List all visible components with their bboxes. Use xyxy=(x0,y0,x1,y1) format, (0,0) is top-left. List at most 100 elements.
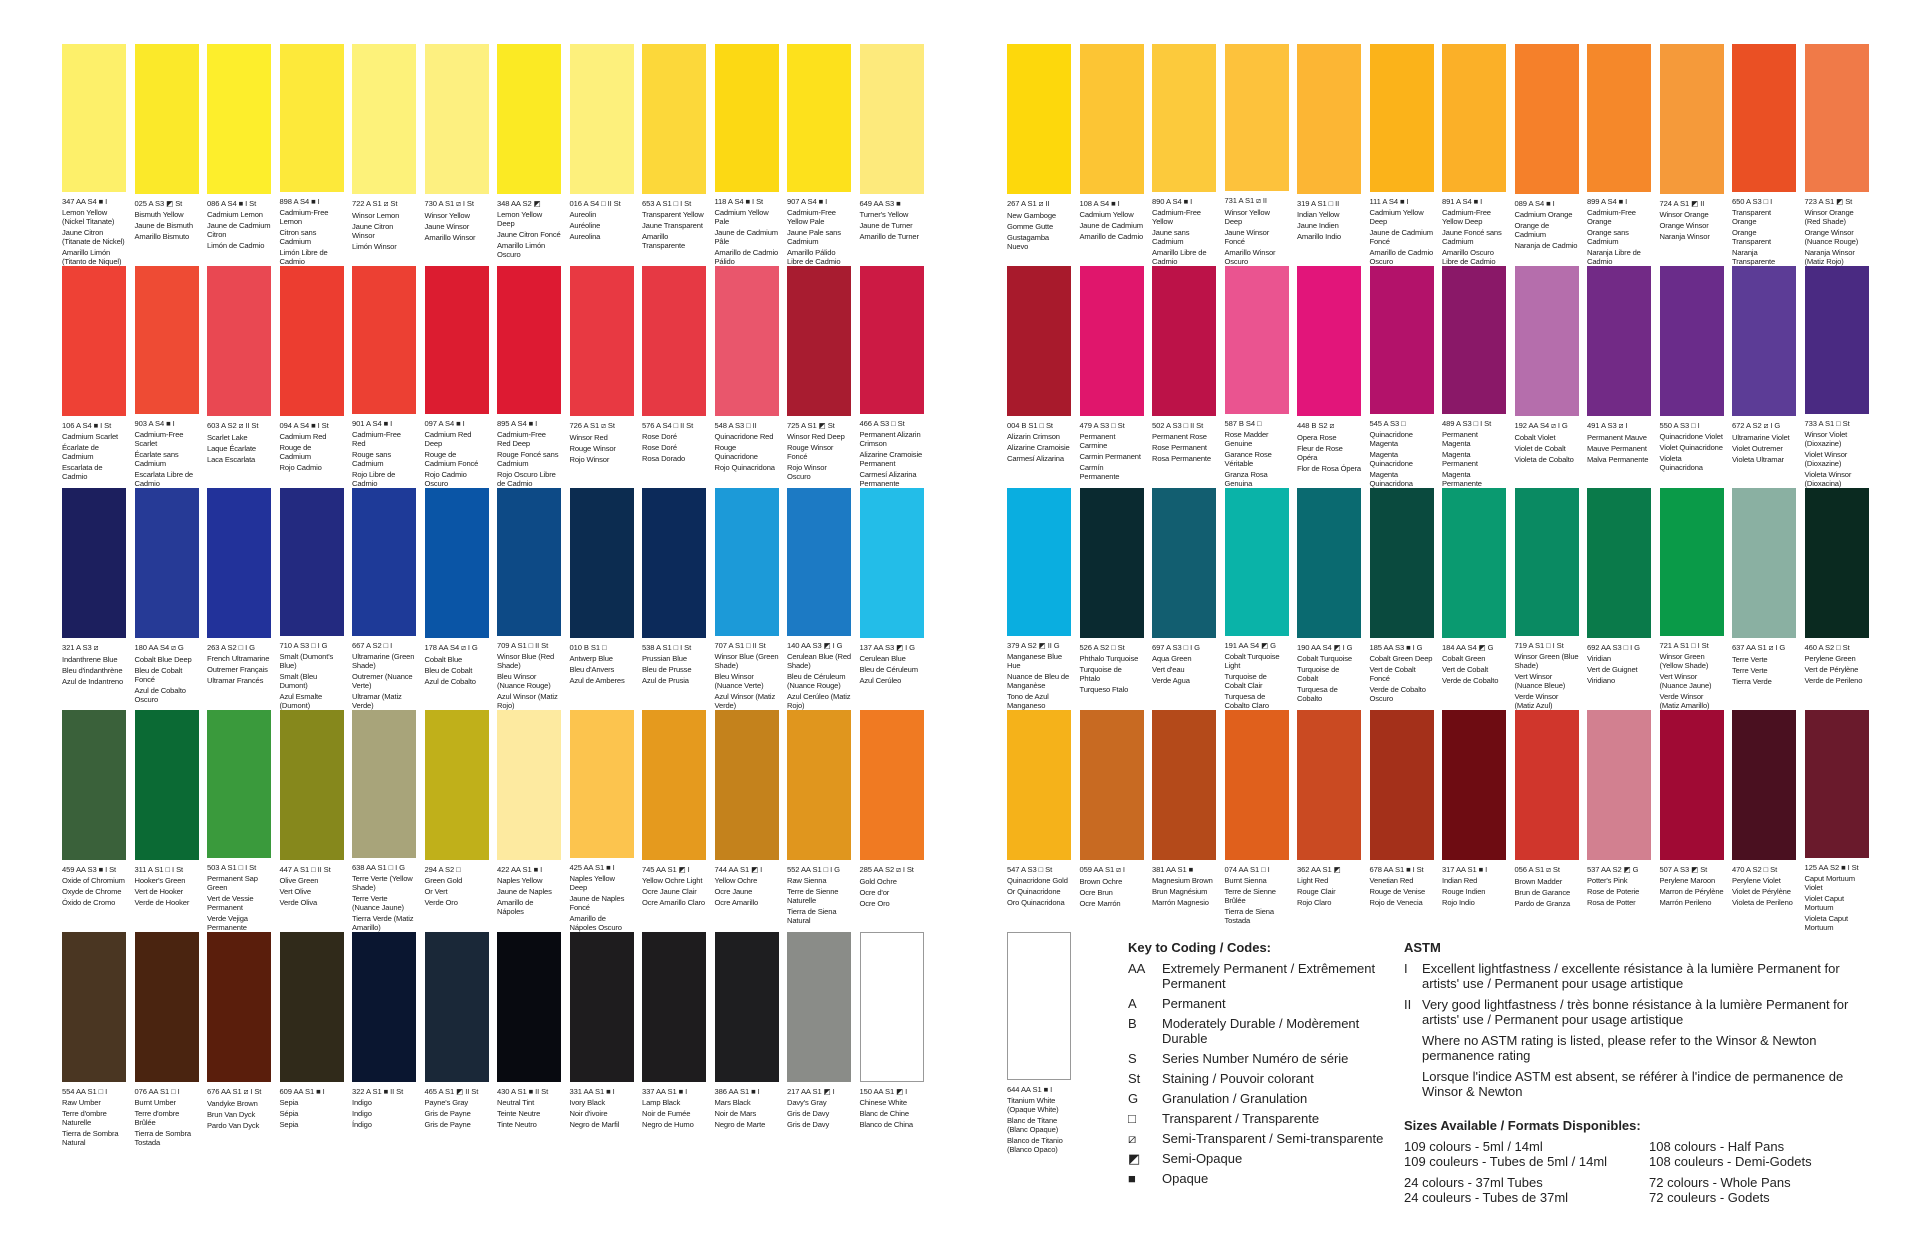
color-swatch-card[interactable]: 907 A S4 ■ I Cadmium-Free Yellow Pale Jaun… xyxy=(787,44,851,266)
color-swatch-card[interactable]: 697 A S3 □ I G Aqua Green Vert d'eau Verde … xyxy=(1152,488,1216,710)
color-swatch-card[interactable]: 381 AA S1 ■ Magnesium Brown Brun Magnésium… xyxy=(1152,710,1216,932)
color-swatch-card[interactable]: 479 A S3 □ St Permanent Carmine Carmin Per… xyxy=(1079,266,1144,488)
color-swatch-card[interactable]: 526 A S2 □ St Phthalo Turquoise Turquoise … xyxy=(1079,488,1144,710)
color-swatch-card[interactable]: 348 AA S2 ◩ Lemon Yellow Deep Jaune Citron… xyxy=(497,44,561,266)
color-swatch-card[interactable]: 004 B S1 □ St Alizarin Crimson Alizarine C… xyxy=(1007,266,1071,488)
color-swatch-card[interactable]: 319 A S1 □ II Indian Yellow Jaune Indien Am… xyxy=(1297,44,1361,266)
color-swatch-card[interactable]: 667 A S2 □ I Ultramarine (Green Shade) Out… xyxy=(352,488,416,710)
color-swatch-card[interactable]: 890 A S4 ■ I Cadmium-Free Yellow Jaune san… xyxy=(1152,44,1216,266)
color-swatch-card[interactable]: 722 A S1 ⧄ St Winsor Lemon Jaune Citron Wi… xyxy=(352,44,416,266)
color-swatch-card[interactable]: 895 A S4 ■ I Cadmium-Free Red Deep Rouge F… xyxy=(497,266,561,488)
color-swatch-card[interactable]: 347 AA S4 ■ I Lemon Yellow (Nickel Titana… xyxy=(62,44,126,266)
color-swatch-card[interactable]: 898 A S4 ■ I Cadmium-Free Lemon Citron san… xyxy=(279,44,344,266)
color-swatch-card[interactable]: 676 AA S1 ⧄ I St Vandyke Brown Brun Van Dy… xyxy=(207,932,271,1154)
color-swatch-card[interactable]: 554 AA S1 □ I Raw Umber Terre d'ombre Natu… xyxy=(62,932,126,1154)
color-swatch-card[interactable]: 056 A S1 ⧄ St Brown Madder Brun de Garance… xyxy=(1514,710,1579,932)
color-swatch-card[interactable]: 891 A S4 ■ I Cadmium-Free Yellow Deep Jaun… xyxy=(1442,44,1506,266)
color-swatch-card[interactable]: 603 A S2 ⧄ II St Scarlet Lake Laque Écarla… xyxy=(207,266,271,488)
color-swatch-card[interactable]: 672 A S2 ⧄ I G Ultramarine Violet Violet O… xyxy=(1732,266,1796,488)
color-swatch-card[interactable]: 217 AA S1 ◩ I Davy's Gray Gris de Davy Gris… xyxy=(787,932,851,1154)
color-swatch-card[interactable]: 111 A S4 ■ I Cadmium Yellow Deep Jaune de … xyxy=(1369,44,1434,266)
color-swatch-card[interactable]: 692 AA S3 □ I G Viridian Vert de Guignet Vi… xyxy=(1587,488,1651,710)
color-swatch-card[interactable]: 745 AA S1 ◩ I Yellow Ochre Light Ocre Jaun… xyxy=(642,710,706,932)
color-swatch-card[interactable]: 899 A S4 ■ I Cadmium-Free Orange Orange sa… xyxy=(1587,44,1651,266)
color-swatch-card[interactable]: 294 A S2 □ Green Gold Or Vert Verde Oro xyxy=(424,710,489,932)
color-swatch-card[interactable]: 731 A S1 ⧄ II Winsor Yellow Deep Jaune Win… xyxy=(1224,44,1289,266)
color-swatch-card[interactable]: 190 AA S4 ◩ I G Cobalt Turquoise Turquoise… xyxy=(1297,488,1361,710)
color-swatch-card[interactable]: 538 A S1 □ I St Prussian Blue Bleu de Prus… xyxy=(642,488,706,710)
color-swatch-card[interactable]: 025 A S3 ◩ St Bismuth Yellow Jaune de Bism… xyxy=(134,44,199,266)
color-swatch-card[interactable]: 545 A S3 □ Quinacridone Magenta Magenta Qu… xyxy=(1369,266,1434,488)
color-swatch-card[interactable]: 118 A S4 ■ I St Cadmium Yellow Pale Jaune … xyxy=(714,44,779,266)
color-swatch-card[interactable]: 489 A S3 □ I St Permanent Magenta Magenta … xyxy=(1442,266,1506,488)
color-swatch-card[interactable]: 609 AA S1 ■ I Sepia Sépia Sepia xyxy=(279,932,344,1154)
color-swatch-card[interactable]: 125 AA S2 ■ I St Caput Mortuum Violet Viol… xyxy=(1804,710,1869,932)
color-swatch-card[interactable]: 016 A S4 □ II St Aureolin Auréoline Aureoli… xyxy=(569,44,634,266)
color-swatch-card[interactable]: 548 A S3 □ II Quinacridone Red Rouge Quina… xyxy=(714,266,779,488)
color-swatch-card[interactable]: 311 A S1 □ I St Hooker's Green Vert de Hoo… xyxy=(134,710,199,932)
color-swatch-card[interactable]: 576 A S4 □ II St Rose Doré Rose Doré Rosa D… xyxy=(642,266,706,488)
color-swatch-card[interactable]: 180 AA S4 ⧄ G Cobalt Blue Deep Bleu de Cob… xyxy=(134,488,199,710)
color-swatch-card[interactable]: 644 AA S1 ■ I Titanium White (Opaque Whit… xyxy=(1007,932,1071,1154)
color-swatch-card[interactable]: 470 A S2 □ St Perylene Violet Violet de Pé… xyxy=(1732,710,1796,932)
color-swatch-card[interactable]: 587 B S4 □ Rose Madder Genuine Garance Ros… xyxy=(1224,266,1289,488)
color-swatch-card[interactable]: 552 AA S1 □ I G Raw Sienna Terre de Sienne… xyxy=(787,710,851,932)
color-swatch-card[interactable]: 074 AA S1 □ I Burnt Sienna Terre de Sienne… xyxy=(1224,710,1289,932)
color-swatch-card[interactable]: 507 A S3 ◩ St Perylene Maroon Marron de Pé… xyxy=(1659,710,1724,932)
color-swatch-card[interactable]: 150 AA S1 ◩ I Chinese White Blanc de Chine… xyxy=(859,932,924,1154)
color-swatch-card[interactable]: 707 A S1 □ II St Winsor Blue (Green Shade… xyxy=(714,488,779,710)
color-swatch-card[interactable]: 721 A S1 □ I St Winsor Green (Yellow Shad… xyxy=(1659,488,1724,710)
color-swatch-card[interactable]: 010 B S1 □ Antwerp Blue Bleu d'Anvers Azul … xyxy=(569,488,634,710)
color-swatch-card[interactable]: 059 AA S1 ⧄ I Brown Ochre Ocre Brun Ocre Ma… xyxy=(1079,710,1144,932)
color-swatch-card[interactable]: 422 AA S1 ■ I Naples Yellow Jaune de Naple… xyxy=(497,710,561,932)
color-swatch-card[interactable]: 503 A S1 □ I St Permanent Sap Green Vert d… xyxy=(207,710,271,932)
color-swatch-card[interactable]: 379 A S2 ◩ II G Manganese Blue Hue Nuance … xyxy=(1007,488,1071,710)
color-swatch-card[interactable]: 321 A S3 ⧄ Indanthrene Blue Bleu d'indanth… xyxy=(62,488,126,710)
color-swatch-card[interactable]: 447 A S1 □ II St Olive Green Vert Olive Ver… xyxy=(279,710,344,932)
color-swatch-card[interactable]: 337 AA S1 ■ I Lamp Black Noir de Fumée Negr… xyxy=(642,932,706,1154)
color-swatch-card[interactable]: 178 AA S4 ⧄ I G Cobalt Blue Bleu de Cobalt… xyxy=(424,488,489,710)
color-swatch-card[interactable]: 140 AA S3 ◩ I G Cerulean Blue (Red Shade)… xyxy=(787,488,851,710)
color-swatch-card[interactable]: 502 A S3 □ II St Permanent Rose Rose Perma… xyxy=(1152,266,1216,488)
color-swatch-card[interactable]: 137 AA S3 ◩ I G Cerulean Blue Bleu de Céru… xyxy=(859,488,924,710)
color-swatch-card[interactable]: 267 A S1 ⧄ II New Gamboge Gomme Gutte Gusta… xyxy=(1007,44,1071,266)
color-swatch-card[interactable]: 465 A S1 ◩ II St Payne's Gray Gris de Payn… xyxy=(424,932,489,1154)
color-swatch-card[interactable]: 491 A S3 ⧄ I Permanent Mauve Mauve Permane… xyxy=(1587,266,1651,488)
color-swatch-card[interactable]: 076 AA S1 □ I Burnt Umber Terre d'ombre Br… xyxy=(134,932,199,1154)
color-swatch-card[interactable]: 322 A S1 ■ II St Indigo Indigo Índigo xyxy=(352,932,416,1154)
color-swatch-card[interactable]: 730 A S1 ⧄ I St Winsor Yellow Jaune Winsor… xyxy=(424,44,489,266)
color-swatch-card[interactable]: 460 A S2 □ St Perylene Green Vert de Péryl… xyxy=(1804,488,1869,710)
color-swatch-card[interactable]: 108 A S4 ■ I Cadmium Yellow Jaune de Cadmi… xyxy=(1079,44,1144,266)
color-swatch-card[interactable]: 637 AA S1 ⧄ I G Terre Verte Terre Verte Tie… xyxy=(1732,488,1796,710)
color-swatch-card[interactable]: 903 A S4 ■ I Cadmium-Free Scarlet Écarlate… xyxy=(134,266,199,488)
color-swatch-card[interactable]: 192 AA S4 ⧄ I G Cobalt Violet Violet de Co… xyxy=(1514,266,1579,488)
color-swatch-card[interactable]: 547 A S3 □ St Quinacridone Gold Or Quinacr… xyxy=(1007,710,1071,932)
color-swatch-card[interactable]: 185 AA S3 ■ I G Cobalt Green Deep Vert de … xyxy=(1369,488,1434,710)
color-swatch-card[interactable]: 425 AA S1 ■ I Naples Yellow Deep Jaune de … xyxy=(569,710,634,932)
color-swatch-card[interactable]: 550 A S3 □ I Quinacridone Violet Violet Qu… xyxy=(1659,266,1724,488)
color-swatch-card[interactable]: 263 A S2 □ I G French Ultramarine Outremer… xyxy=(207,488,271,710)
color-swatch-card[interactable]: 733 A S1 □ St Winsor Violet (Dioxazine) Vi… xyxy=(1804,266,1869,488)
color-swatch-card[interactable]: 191 AA S4 ◩ G Cobalt Turquoise Light Turqu… xyxy=(1224,488,1289,710)
color-swatch-card[interactable]: 448 B S2 ⧄ Opera Rose Fleur de Rose Opéra F… xyxy=(1297,266,1361,488)
color-swatch-card[interactable]: 709 A S1 □ II St Winsor Blue (Red Shade) B… xyxy=(497,488,561,710)
color-swatch-card[interactable]: 331 AA S1 ■ I Ivory Black Noir d'ivoire Neg… xyxy=(569,932,634,1154)
color-swatch-card[interactable]: 097 A S4 ■ I Cadmium Red Deep Rouge de Cad… xyxy=(424,266,489,488)
color-swatch-card[interactable]: 725 A S1 ◩ St Winsor Red Deep Rouge Winsor… xyxy=(787,266,851,488)
color-swatch-card[interactable]: 430 A S1 ■ II St Neutral Tint Teinte Neutr… xyxy=(497,932,561,1154)
color-swatch-card[interactable]: 638 AA S1 □ I G Terre Verte (Yellow Shade… xyxy=(352,710,416,932)
color-swatch-card[interactable]: 459 AA S3 ■ I St Oxide of Chromium Oxyde d… xyxy=(62,710,126,932)
color-swatch-card[interactable]: 089 A S4 ■ I Cadmium Orange Orange de Cadm… xyxy=(1514,44,1579,266)
color-swatch-card[interactable]: 726 A S1 ⧄ St Winsor Red Rouge Winsor Rojo … xyxy=(569,266,634,488)
color-swatch-card[interactable]: 649 AA S3 ■ Turner's Yellow Jaune de Turne… xyxy=(859,44,924,266)
color-swatch-card[interactable]: 678 AA S1 ■ I St Venetian Red Rouge de Ven… xyxy=(1369,710,1434,932)
color-swatch-card[interactable]: 285 AA S2 ⧄ I St Gold Ochre Ocre d'or Ocre … xyxy=(859,710,924,932)
color-swatch-card[interactable]: 317 AA S1 ■ I Indian Red Rouge Indien Rojo … xyxy=(1442,710,1506,932)
color-swatch-card[interactable]: 184 AA S4 ◩ G Cobalt Green Vert de Cobalt V… xyxy=(1442,488,1506,710)
color-swatch-card[interactable]: 719 A S1 □ I St Winsor Green (Blue Shade)… xyxy=(1514,488,1579,710)
color-swatch-card[interactable]: 723 A S1 ◩ St Winsor Orange (Red Shade) Or… xyxy=(1804,44,1869,266)
color-swatch-card[interactable]: 710 A S3 □ I G Smalt (Dumont's Blue) Smalt… xyxy=(279,488,344,710)
color-swatch-card[interactable]: 744 AA S1 ◩ I Yellow Ochre Ocre Jaune Ocre … xyxy=(714,710,779,932)
color-swatch-card[interactable]: 086 A S4 ■ I St Cadmium Lemon Jaune de Cad… xyxy=(207,44,271,266)
color-swatch-card[interactable]: 650 A S3 □ I Transparent Orange Orange Tra… xyxy=(1732,44,1796,266)
